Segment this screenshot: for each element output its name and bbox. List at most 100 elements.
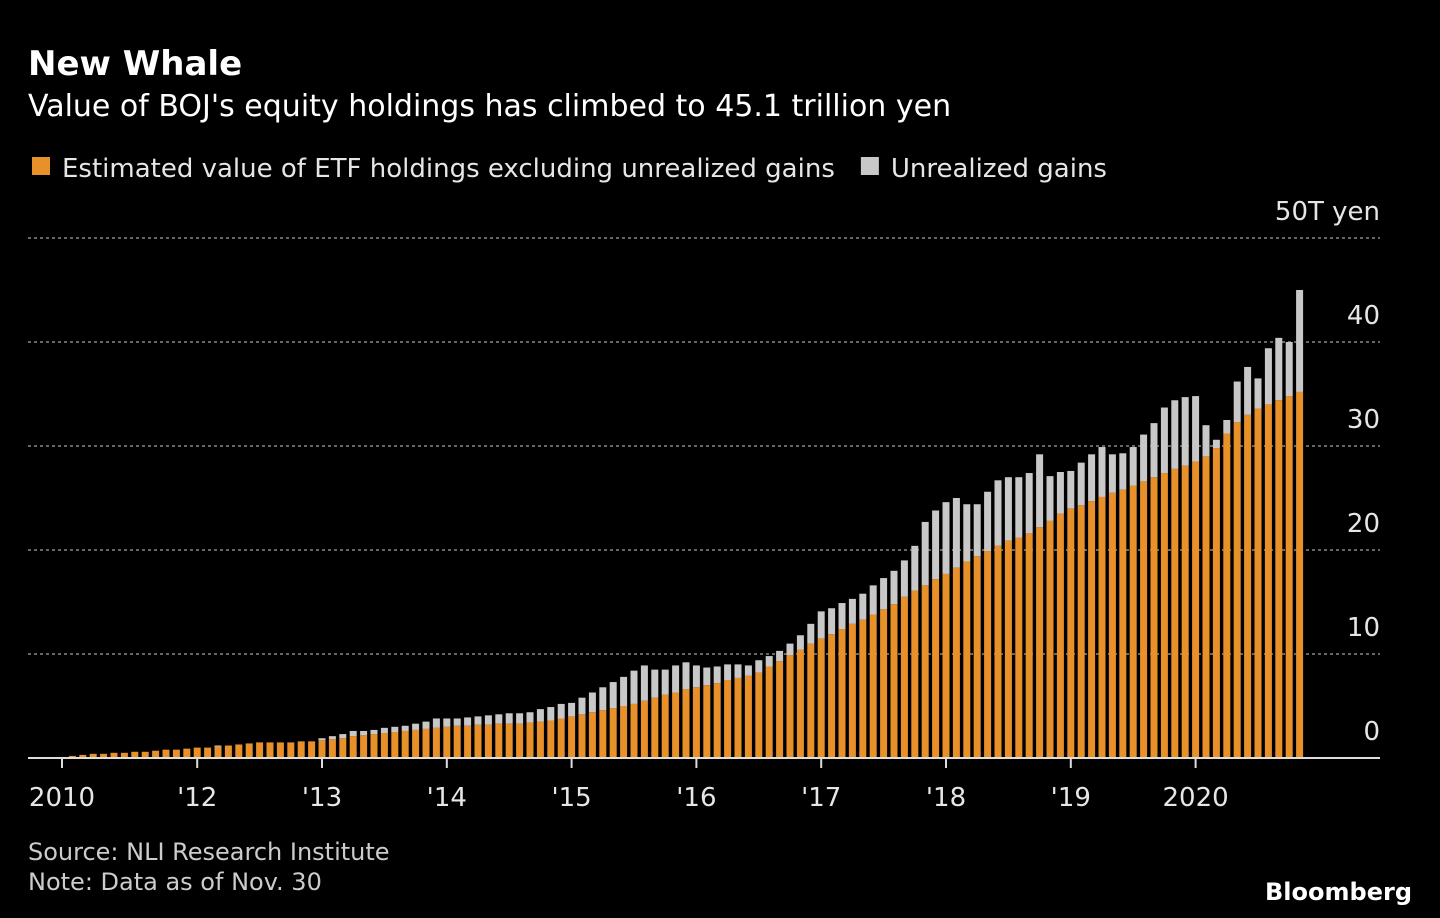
bar-segment <box>505 723 513 758</box>
bar-segment <box>349 736 357 758</box>
bar-segment <box>755 672 763 758</box>
bar-segment <box>952 498 960 568</box>
bar-segment <box>807 643 815 758</box>
bar-segment <box>1296 290 1304 392</box>
bar-segment <box>786 643 794 656</box>
bar-segment <box>1244 414 1252 758</box>
bar-segment <box>536 709 544 722</box>
bar-segment <box>1108 454 1116 493</box>
bar-segment <box>620 706 628 758</box>
legend-label: Estimated value of ETF holdings excludin… <box>62 154 835 184</box>
bar-segment <box>890 604 898 758</box>
bar-segment <box>526 722 534 758</box>
bar-segment <box>1036 527 1044 758</box>
y-tick-label: 10 <box>1347 613 1380 643</box>
legend-swatch <box>860 157 879 175</box>
x-tick-label: '13 <box>302 783 342 813</box>
bar-segment <box>880 609 888 758</box>
bar-segment <box>900 560 908 597</box>
legend-label: Unrealized gains <box>891 154 1107 184</box>
y-tick-label: 0 <box>1363 717 1380 747</box>
bar-segment <box>1046 520 1054 758</box>
bar-segment <box>1202 456 1210 758</box>
bar-segment <box>828 634 836 758</box>
legend-swatch <box>32 157 50 175</box>
bar-segment <box>1150 477 1158 758</box>
bar-segment <box>339 738 347 758</box>
x-tick-label: 2020 <box>1163 783 1229 813</box>
bar-segment <box>110 752 118 758</box>
bar-segment <box>942 573 950 758</box>
bar-segment <box>204 747 212 758</box>
x-tick-label: '16 <box>676 783 716 813</box>
bar-segment <box>1275 400 1283 758</box>
x-tick-label: '19 <box>1051 783 1091 813</box>
bar-segment <box>1077 505 1085 758</box>
bar-segment <box>131 751 139 758</box>
bar-segment <box>1181 397 1189 466</box>
bar-segment <box>1077 462 1085 506</box>
note: Note: Data as of Nov. 30 <box>28 868 322 896</box>
bar-segment <box>869 614 877 758</box>
bar-segment <box>1285 396 1293 758</box>
bar-segment <box>453 725 461 758</box>
bar-segment <box>214 745 222 747</box>
bar-segment <box>994 480 1002 546</box>
bar-segment <box>963 504 971 562</box>
bar-segment <box>536 721 544 758</box>
bar-segment <box>349 730 357 737</box>
bar-segment <box>1004 540 1012 758</box>
x-tick-label: '14 <box>427 783 467 813</box>
bar-segment <box>859 593 867 620</box>
bar-segment <box>89 753 97 758</box>
bar-segment <box>661 669 669 695</box>
bar-segment <box>432 718 440 728</box>
bar-segment <box>453 718 461 726</box>
bar-segment <box>1212 439 1220 449</box>
x-tick-label: '12 <box>177 783 217 813</box>
bar-segment <box>172 749 180 758</box>
bar-segment <box>1264 348 1272 405</box>
bar-segment <box>776 650 784 662</box>
bar-segment <box>1098 496 1106 758</box>
bar-segment <box>630 703 638 758</box>
bar-segment <box>557 703 565 719</box>
bar-segment <box>1056 472 1064 514</box>
bar-segment <box>838 629 846 758</box>
bar-segment <box>162 749 170 758</box>
bar-segment <box>443 718 451 727</box>
bar-segment <box>484 715 492 725</box>
bar-segment <box>1223 420 1231 434</box>
bar-segment <box>547 720 555 758</box>
bar-segment <box>1254 378 1262 409</box>
bar-segment <box>682 689 690 758</box>
bar-segment <box>1275 337 1283 401</box>
bar-segment <box>1192 461 1200 758</box>
bar-segment <box>776 661 784 758</box>
bar-segment <box>734 664 742 678</box>
bar-segment <box>432 727 440 758</box>
bar-segment <box>744 665 752 676</box>
bar-segment <box>484 724 492 758</box>
bar-segment <box>380 727 388 734</box>
bar-segment <box>193 747 201 758</box>
bar-segment <box>973 556 981 758</box>
bar-segment <box>391 732 399 758</box>
bar-segment <box>401 725 409 731</box>
bar-segment <box>443 726 451 758</box>
bar-segment <box>1233 422 1241 758</box>
bar-segment <box>308 741 316 758</box>
bar-segment <box>568 716 576 758</box>
bar-segment <box>744 675 752 758</box>
bar-segment <box>921 585 929 758</box>
bar-segment <box>1119 489 1127 758</box>
bar-segment <box>890 570 898 605</box>
bar-segment <box>1046 476 1054 521</box>
bar-segment <box>547 707 555 721</box>
bar-segment <box>276 742 284 758</box>
bar-segment <box>661 694 669 758</box>
bar-segment <box>380 733 388 758</box>
bar-segment <box>370 729 378 735</box>
bar-segment <box>1088 454 1096 502</box>
